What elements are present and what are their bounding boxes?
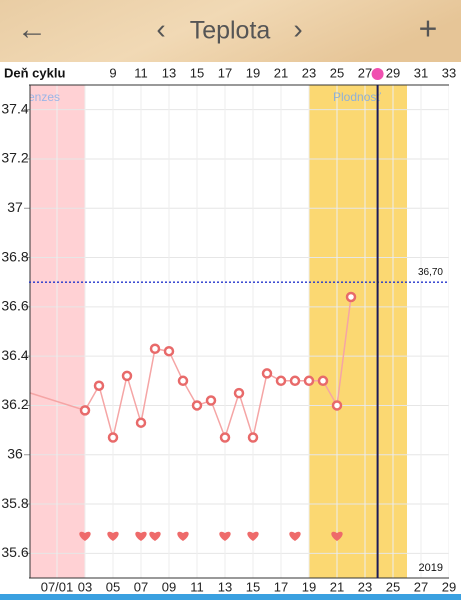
temp-point <box>261 368 273 379</box>
intercourse-heart <box>289 531 301 541</box>
top-tick-label: 33 <box>442 65 456 80</box>
intercourse-heart <box>177 531 189 541</box>
x-tick-label: 07 <box>134 579 148 594</box>
temp-point <box>177 375 189 387</box>
x-tick-label: 07/01 <box>41 579 74 594</box>
bottom-bar <box>0 594 461 600</box>
x-tick-label: 05 <box>106 579 120 594</box>
temp-point <box>163 345 175 357</box>
x-tick-label: 25 <box>386 579 400 594</box>
top-axis-title: Deň cyklu <box>4 65 65 80</box>
intercourse-heart <box>135 531 147 541</box>
x-tick-label: 19 <box>302 579 316 594</box>
y-tick-label: 36.4 <box>1 347 28 363</box>
temp-point <box>205 395 217 406</box>
temp-point <box>191 400 203 411</box>
top-tick-label: 21 <box>274 65 288 80</box>
x-tick-label: 13 <box>218 579 232 594</box>
year-label: 2019 <box>419 562 443 574</box>
chart: Menzes Plodnosť 35.6 35.8 36 36.2 36.4 36.6 36.8… <box>1 65 456 594</box>
temp-point <box>289 375 301 387</box>
phase-band <box>309 85 407 578</box>
x-tick-label: 03 <box>78 579 92 594</box>
temp-point <box>303 375 315 387</box>
intercourse-heart <box>331 531 343 541</box>
y-tick-label: 37.4 <box>1 100 28 116</box>
next-button[interactable]: › <box>293 13 302 44</box>
temp-point <box>233 387 245 399</box>
band-label: Menzes <box>18 90 60 104</box>
top-tick-label: 13 <box>162 65 176 80</box>
top-tick-label: 23 <box>302 65 316 80</box>
temp-point <box>135 417 147 428</box>
x-tick-label: 27 <box>414 579 428 594</box>
temp-point <box>11 384 19 392</box>
y-tick-label: 35.6 <box>1 544 28 560</box>
x-tick-label: 11 <box>190 579 204 594</box>
intercourse-heart <box>107 531 119 541</box>
intercourse-heart <box>149 531 161 541</box>
y-tick-label: 37 <box>7 199 23 215</box>
temp-point <box>149 343 161 355</box>
top-tick-label: 19 <box>246 65 260 80</box>
top-tick-label: 25 <box>330 65 344 80</box>
y-tick-label: 36.8 <box>1 248 28 264</box>
temp-point <box>107 432 119 443</box>
top-tick-label: 9 <box>109 65 116 80</box>
y-tick-label: 37.2 <box>1 150 28 166</box>
top-tick-label: 31 <box>414 65 428 80</box>
today-marker <box>371 68 384 80</box>
top-tick-label: 27 <box>358 65 372 80</box>
temp-point <box>219 432 231 443</box>
y-tick-label: 36 <box>7 445 23 461</box>
y-tick-label: 36.2 <box>1 396 28 412</box>
temp-point <box>121 370 133 382</box>
temp-point <box>331 400 343 411</box>
x-tick-label: 15 <box>246 579 260 594</box>
top-tick-label: 17 <box>218 65 232 80</box>
y-tick-label: 36.6 <box>1 298 28 314</box>
back-button[interactable]: ← <box>17 13 47 46</box>
x-tick-label: 17 <box>274 579 288 594</box>
x-tick-label: 21 <box>330 579 344 594</box>
top-tick-label: 15 <box>190 65 204 80</box>
intercourse-heart <box>219 531 231 541</box>
top-tick-label: 29 <box>386 65 400 80</box>
temp-point <box>79 405 91 416</box>
x-tick-label: 09 <box>162 579 176 594</box>
prev-button[interactable]: ‹ <box>156 13 165 44</box>
band-label: Plodnosť <box>333 90 381 104</box>
temp-point <box>317 375 329 387</box>
title: Teplota <box>190 17 271 45</box>
coverline-label: 36,70 <box>418 267 443 278</box>
x-tick-label: 29 <box>442 579 456 594</box>
top-tick-label: 11 <box>134 65 148 80</box>
y-tick-label: 35.8 <box>1 495 28 511</box>
plot-area: Menzes Plodnosť <box>11 85 449 578</box>
app-bar <box>0 0 461 62</box>
x-tick-label: 23 <box>358 579 372 594</box>
temp-point <box>275 375 287 387</box>
intercourse-heart <box>79 531 91 541</box>
temp-point <box>345 291 357 303</box>
temp-point <box>93 380 105 391</box>
temp-point <box>247 432 259 443</box>
intercourse-heart <box>247 531 259 541</box>
add-button[interactable]: + <box>419 10 438 46</box>
